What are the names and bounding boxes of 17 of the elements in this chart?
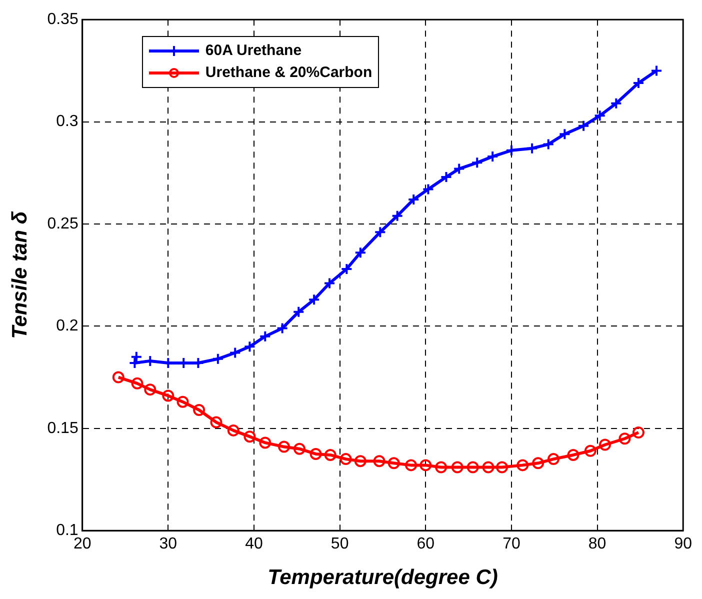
x-tick-label: 20 — [73, 536, 92, 553]
legend-label: 60A Urethane — [205, 42, 302, 60]
y-tick-label: 0.25 — [47, 215, 78, 232]
y-axis-title: Tensile tan δ — [8, 211, 32, 339]
x-tick-label: 80 — [588, 536, 606, 553]
x-tick-label: 50 — [330, 536, 349, 553]
y-tick-label: 0.2 — [56, 318, 78, 335]
legend-label: Urethane & 20%Carbon — [205, 64, 372, 82]
x-axis-title: Temperature(degree C) — [268, 566, 498, 590]
x-tick-label: 70 — [502, 536, 520, 553]
x-tick-label: 30 — [159, 536, 178, 553]
y-tick-label: 0.15 — [47, 420, 78, 437]
x-tick-label: 40 — [245, 536, 263, 553]
x-tick-label: 60 — [416, 536, 435, 553]
y-tick-label: 0.35 — [47, 11, 78, 28]
x-tick-label: 90 — [674, 536, 692, 553]
y-tick-label: 0.3 — [56, 113, 78, 130]
